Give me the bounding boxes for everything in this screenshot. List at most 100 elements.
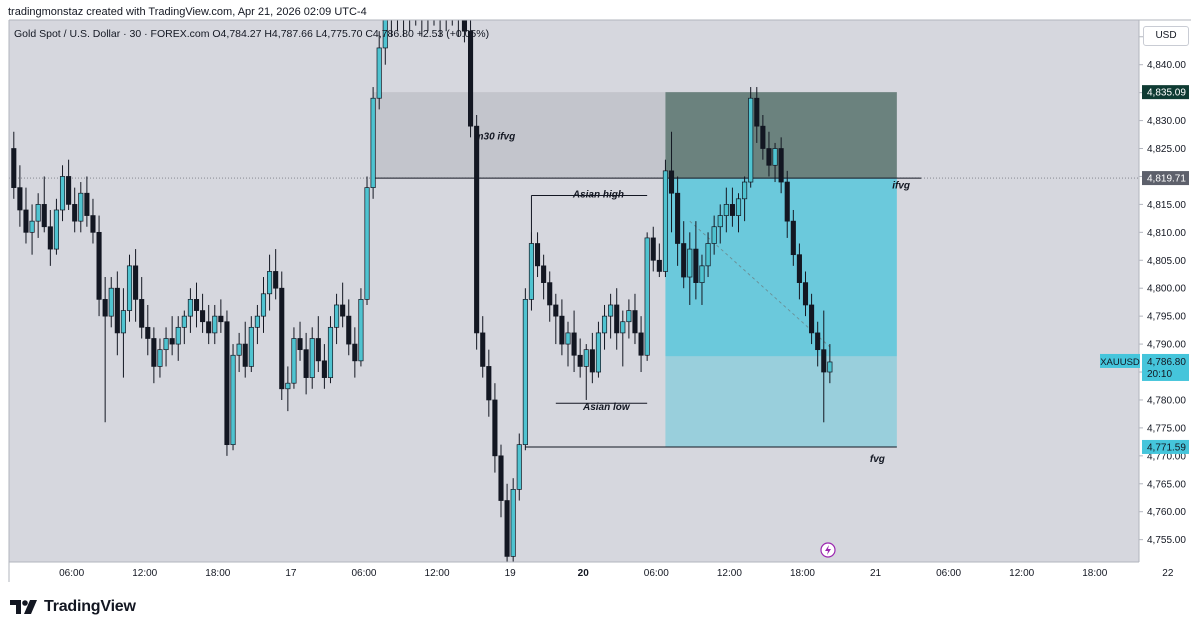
candle [47, 209, 53, 266]
y-tick-label: 4,755.00 [1147, 535, 1186, 546]
chart-header: tradingmonstaz created with TradingView.… [8, 6, 367, 18]
candle-body [644, 237, 650, 356]
x-tick-label: 06:00 [59, 568, 84, 579]
candle-body [796, 254, 802, 283]
candle [260, 277, 267, 333]
asian-high-label[interactable]: Asian high [572, 190, 624, 201]
candle-body [461, 20, 468, 32]
candle-body [358, 299, 364, 362]
candle-body [760, 125, 766, 149]
time-axis[interactable] [9, 562, 1139, 582]
x-tick-label: 12:00 [132, 568, 157, 579]
candle-body [102, 299, 108, 317]
candle-body [291, 338, 297, 384]
candle-body [638, 332, 644, 356]
candle-body [632, 310, 638, 334]
ifvg-label[interactable]: ifvg [892, 181, 910, 192]
candle [41, 176, 47, 233]
candle-body [169, 338, 175, 345]
candle [163, 327, 169, 367]
fvg-label[interactable]: fvg [870, 454, 885, 465]
candle-body [224, 321, 230, 446]
candle [370, 87, 376, 199]
candle-body [790, 220, 796, 256]
candle-body [699, 265, 705, 283]
candle [650, 226, 656, 272]
x-tick-label: 17 [285, 568, 297, 579]
candle [340, 282, 346, 328]
candle [656, 243, 662, 278]
candle-body [340, 304, 346, 317]
candle [230, 344, 236, 451]
lightning-icon[interactable] [820, 542, 836, 558]
price-tag-text: 4,771.59 [1147, 442, 1186, 453]
candle [193, 282, 200, 328]
candle-body [516, 444, 522, 490]
candle-body [382, 20, 388, 49]
candle-body [236, 343, 242, 356]
candle [790, 209, 796, 266]
candle [821, 310, 827, 423]
plot-layer [9, 3, 1139, 562]
candle-body [717, 215, 723, 228]
candle-body [327, 326, 334, 378]
candle [693, 221, 699, 300]
candle-body [120, 310, 126, 334]
y-tick-label: 4,770.00 [1147, 451, 1186, 462]
candle [583, 344, 589, 400]
y-tick-label: 4,760.00 [1147, 507, 1186, 518]
candle [181, 310, 187, 345]
candle [352, 327, 358, 378]
candle-body [267, 271, 273, 295]
asian-low-label[interactable]: Asian low [582, 402, 631, 413]
candle [145, 304, 151, 356]
candle-body [334, 304, 340, 328]
candle [553, 293, 559, 345]
candle-body [815, 332, 821, 351]
candle [723, 187, 729, 233]
candle-body [450, 3, 454, 9]
candle-body [432, 3, 436, 14]
candle [151, 327, 157, 384]
candle [267, 254, 273, 311]
candle [632, 293, 638, 345]
candle [17, 165, 23, 227]
candle [815, 321, 821, 367]
candle-body [364, 187, 370, 300]
candle-body [175, 326, 181, 345]
candle [457, 20, 459, 37]
brand-name: TradingView [44, 598, 136, 615]
risk-zone[interactable] [665, 356, 897, 447]
candle [35, 193, 41, 238]
candle-body [206, 321, 212, 334]
candle-body [248, 326, 254, 367]
y-tick-label: 4,815.00 [1147, 200, 1186, 211]
candle-body [41, 204, 47, 228]
candle-body [66, 176, 72, 205]
y-tick-label: 4,790.00 [1147, 340, 1186, 351]
candle [662, 159, 668, 278]
candle [403, 20, 405, 37]
price-label-4771: 4,771.59 [1142, 439, 1189, 454]
price-label-4835: 4,835.09 [1142, 85, 1189, 100]
candle [559, 299, 565, 356]
m30-ifvg-label[interactable]: m30 ifvg [475, 132, 516, 143]
candle-body [541, 265, 547, 283]
price-tag-text: 4,835.09 [1147, 88, 1186, 99]
candle [492, 383, 498, 473]
candle-body [370, 97, 376, 188]
symbol-tag [1100, 353, 1140, 368]
candle [421, 20, 423, 37]
candle-body [559, 315, 565, 345]
candle [254, 304, 260, 345]
candle-body [151, 338, 157, 367]
currency-button[interactable]: USD [1143, 26, 1189, 46]
candle-body [571, 332, 577, 356]
m30-ifvg-zone[interactable] [373, 92, 666, 179]
candle-body [784, 181, 790, 222]
candle [760, 114, 766, 160]
candle-body [297, 338, 303, 351]
candle-body [126, 265, 133, 311]
